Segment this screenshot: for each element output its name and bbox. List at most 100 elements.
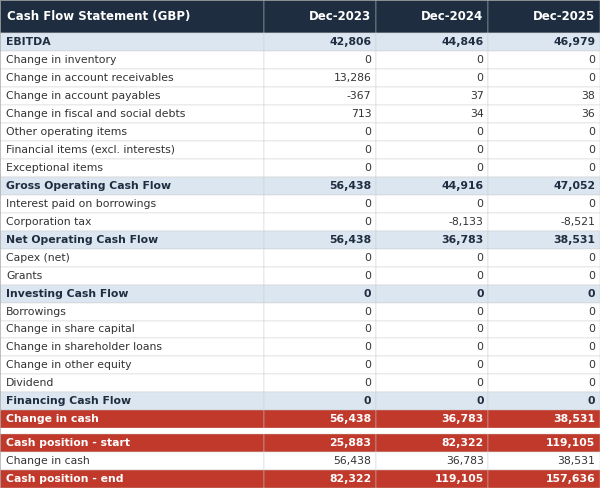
Text: 0: 0 [476, 55, 484, 65]
Bar [264, 321, 376, 339]
Text: 56,438: 56,438 [329, 414, 371, 424]
Text: Change in fiscal and social debts: Change in fiscal and social debts [6, 109, 185, 119]
Bar [376, 105, 488, 123]
Bar [376, 266, 488, 285]
Bar [264, 470, 376, 488]
Text: 0: 0 [364, 199, 371, 209]
Bar [0, 69, 264, 87]
Text: 0: 0 [588, 378, 595, 388]
Text: 38,531: 38,531 [553, 235, 595, 244]
Text: 13,286: 13,286 [334, 73, 371, 83]
Bar [488, 339, 600, 356]
Bar [0, 285, 264, 303]
Bar [0, 303, 264, 321]
Text: Cash position - end: Cash position - end [6, 474, 124, 484]
Text: 157,636: 157,636 [545, 474, 595, 484]
Bar [376, 195, 488, 213]
Text: 36: 36 [581, 109, 595, 119]
Text: 0: 0 [476, 396, 484, 407]
Text: 0: 0 [588, 306, 595, 317]
Bar [264, 213, 376, 231]
Text: 38,531: 38,531 [557, 456, 595, 466]
Bar [0, 123, 264, 141]
Bar [376, 374, 488, 392]
Text: 0: 0 [476, 306, 484, 317]
Bar [488, 69, 600, 87]
Bar [0, 392, 264, 410]
Text: -8,521: -8,521 [560, 217, 595, 227]
Text: Dec-2025: Dec-2025 [533, 10, 595, 23]
Text: Change in account payables: Change in account payables [6, 91, 161, 101]
Bar [264, 266, 376, 285]
Text: 56,438: 56,438 [329, 181, 371, 191]
Bar [376, 249, 488, 266]
Text: 0: 0 [364, 163, 371, 173]
Bar [264, 303, 376, 321]
Text: 36,783: 36,783 [442, 235, 484, 244]
Text: 37: 37 [470, 91, 484, 101]
Text: Capex (net): Capex (net) [6, 253, 70, 263]
Bar [264, 69, 376, 87]
Bar [488, 266, 600, 285]
Text: Borrowings: Borrowings [6, 306, 67, 317]
Bar [0, 339, 264, 356]
Bar [264, 105, 376, 123]
Bar [488, 470, 600, 488]
Bar [376, 177, 488, 195]
Text: Cash position - start: Cash position - start [6, 438, 130, 448]
Text: 0: 0 [476, 361, 484, 370]
Text: 0: 0 [364, 217, 371, 227]
Bar [488, 285, 600, 303]
Bar [488, 159, 600, 177]
Bar [488, 249, 600, 266]
Text: 0: 0 [364, 306, 371, 317]
Text: 0: 0 [588, 343, 595, 352]
Bar [488, 51, 600, 69]
Text: 0: 0 [476, 288, 484, 299]
Text: -8,133: -8,133 [449, 217, 484, 227]
Text: Change in other equity: Change in other equity [6, 361, 131, 370]
Bar [488, 195, 600, 213]
Bar [376, 33, 488, 51]
Bar [264, 410, 376, 428]
Bar [0, 105, 264, 123]
Bar [264, 51, 376, 69]
Bar [264, 87, 376, 105]
Text: 47,052: 47,052 [553, 181, 595, 191]
Text: Dec-2023: Dec-2023 [309, 10, 371, 23]
Text: Gross Operating Cash Flow: Gross Operating Cash Flow [6, 181, 171, 191]
Text: 25,883: 25,883 [329, 438, 371, 448]
Text: 0: 0 [476, 127, 484, 137]
Text: 34: 34 [470, 109, 484, 119]
Bar [264, 123, 376, 141]
Bar [264, 434, 376, 452]
Bar [0, 159, 264, 177]
Bar [376, 452, 488, 470]
Text: Change in cash: Change in cash [6, 414, 99, 424]
Text: 0: 0 [588, 145, 595, 155]
Text: 0: 0 [476, 163, 484, 173]
Bar [0, 266, 264, 285]
Bar [0, 470, 264, 488]
Text: 0: 0 [364, 325, 371, 334]
Text: EBITDA: EBITDA [6, 37, 50, 47]
Text: 119,105: 119,105 [434, 474, 484, 484]
Bar [376, 159, 488, 177]
Bar [0, 452, 264, 470]
Bar [488, 123, 600, 141]
Text: Investing Cash Flow: Investing Cash Flow [6, 288, 128, 299]
Bar [376, 87, 488, 105]
Bar [376, 123, 488, 141]
Text: 0: 0 [588, 127, 595, 137]
Text: 0: 0 [588, 163, 595, 173]
Bar [488, 452, 600, 470]
Bar [488, 231, 600, 249]
Text: Net Operating Cash Flow: Net Operating Cash Flow [6, 235, 158, 244]
Bar [264, 159, 376, 177]
Text: Grants: Grants [6, 271, 42, 281]
Text: 0: 0 [588, 73, 595, 83]
Text: -367: -367 [347, 91, 371, 101]
Bar [488, 177, 600, 195]
Text: Financial items (excl. interests): Financial items (excl. interests) [6, 145, 175, 155]
Text: 0: 0 [476, 73, 484, 83]
